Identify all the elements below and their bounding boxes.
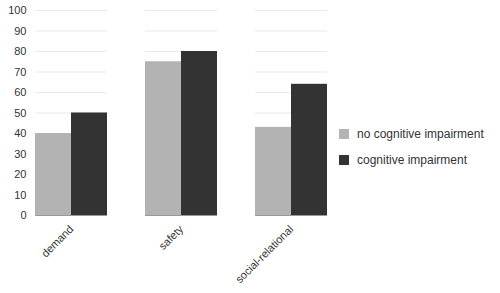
svg-text:80: 80 xyxy=(14,45,26,57)
svg-text:30: 30 xyxy=(14,148,26,160)
svg-text:50: 50 xyxy=(14,107,26,119)
html-text:cognitive impairment: cognitive impairment xyxy=(357,152,467,167)
svg-text:social-relational: social-relational xyxy=(233,223,296,286)
svg-text:60: 60 xyxy=(14,86,26,98)
svg-text:safety: safety xyxy=(156,222,186,252)
svg-text:demand: demand xyxy=(39,223,76,260)
svg-text:0: 0 xyxy=(20,209,26,221)
svg-text:70: 70 xyxy=(14,66,26,78)
html-text:no cognitive impairment: no cognitive impairment xyxy=(357,126,484,141)
svg-text:20: 20 xyxy=(14,168,26,180)
svg-text:90: 90 xyxy=(14,25,26,37)
svg-text:40: 40 xyxy=(14,127,26,139)
svg-text:100: 100 xyxy=(8,4,26,16)
svg-text:10: 10 xyxy=(14,189,26,201)
